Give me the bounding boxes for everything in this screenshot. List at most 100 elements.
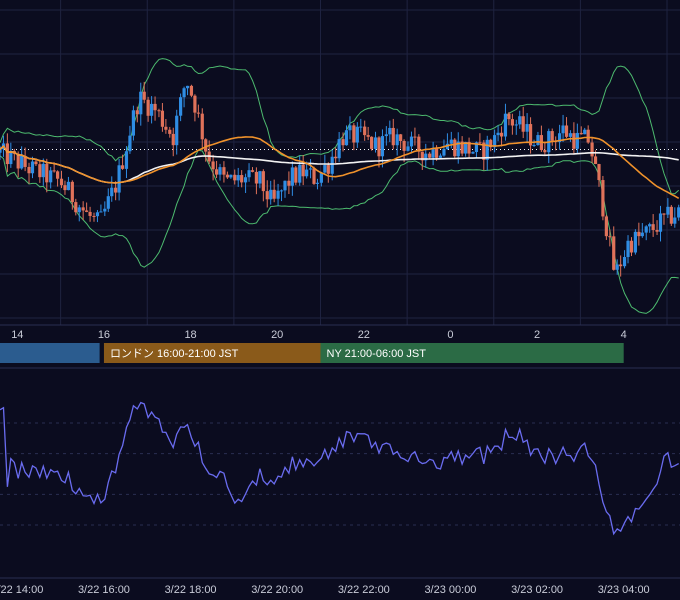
session-bar xyxy=(320,343,624,363)
candle-body xyxy=(499,132,504,137)
candle-body xyxy=(16,153,20,169)
candle-body xyxy=(608,236,612,238)
candle-body xyxy=(464,141,468,154)
candle-body xyxy=(120,165,125,169)
candle-body xyxy=(612,236,616,270)
candle-body xyxy=(27,166,31,174)
candle-body xyxy=(326,165,330,174)
candle-body xyxy=(196,112,200,114)
candle-body xyxy=(110,187,114,197)
candle-body xyxy=(601,180,605,217)
price-axis-tick-label: 18 xyxy=(184,329,196,341)
oscillator-grid xyxy=(0,422,680,526)
candle-body xyxy=(493,135,497,148)
candle-body xyxy=(528,124,533,146)
candle-body xyxy=(655,229,659,232)
candle-body xyxy=(276,190,280,199)
candle-body xyxy=(128,135,132,152)
candle-body xyxy=(355,126,359,143)
candle-body xyxy=(269,189,273,200)
candle-body xyxy=(341,139,345,146)
candle-body xyxy=(590,142,594,157)
candle-body xyxy=(503,113,508,137)
candle-body xyxy=(5,143,9,165)
candle-body xyxy=(561,125,565,134)
candle-body xyxy=(254,171,259,184)
candle-body xyxy=(146,99,150,116)
session-label: NY 21:00-06:00 JST xyxy=(327,348,427,360)
candle-body xyxy=(233,174,237,181)
price-axis-tick-label: 4 xyxy=(621,329,627,341)
candle-body xyxy=(99,211,103,213)
candle-body xyxy=(312,168,316,184)
candle-body xyxy=(211,161,215,170)
candle-body xyxy=(604,216,608,237)
candle-body xyxy=(640,232,644,237)
price-axis-tick-label: 16 xyxy=(98,329,110,341)
candle-body xyxy=(258,171,262,184)
candle-body xyxy=(92,215,96,217)
candle-body xyxy=(453,139,457,157)
trading-sessions: ロンドン 16:00-21:00 JST NY 21:00-06:00 JST xyxy=(0,343,624,363)
candle-body xyxy=(95,212,100,217)
candle-body xyxy=(171,133,175,146)
candle-body xyxy=(287,180,291,186)
candle-body xyxy=(114,187,118,193)
moving-averages xyxy=(0,136,680,199)
candle-body xyxy=(23,155,27,167)
candle-body xyxy=(363,126,367,136)
candle-body xyxy=(348,125,352,131)
candle-body xyxy=(658,213,663,232)
candle-body xyxy=(406,146,410,151)
candle-body xyxy=(305,169,309,177)
candle-body xyxy=(175,115,179,146)
candle-body xyxy=(532,145,536,147)
candle-body xyxy=(20,155,24,169)
price-axis-ticks: 14 16 18 20 22 0 2 4 xyxy=(11,329,627,341)
candle-body xyxy=(550,131,554,141)
candle-body xyxy=(74,202,78,213)
time-axis-tick-label: 3/22 16:00 xyxy=(78,584,130,596)
candle-body xyxy=(564,125,569,137)
candle-body xyxy=(677,207,680,218)
candle-body xyxy=(279,190,284,192)
candle-body xyxy=(204,139,208,152)
candle-body xyxy=(431,148,435,158)
candle-body xyxy=(460,141,464,154)
candle-body xyxy=(568,133,573,137)
candle-body xyxy=(424,153,428,161)
time-axis-tick-label: 3/22 22:00 xyxy=(338,584,390,596)
candle-body xyxy=(489,139,493,148)
candle-body xyxy=(0,149,2,153)
candle-body xyxy=(193,95,197,113)
candle-body xyxy=(157,110,161,112)
candle-body xyxy=(557,133,562,143)
candle-body xyxy=(438,155,443,158)
candle-body xyxy=(370,136,374,149)
candle-body xyxy=(514,124,518,126)
candle-body xyxy=(402,140,406,151)
candle-body xyxy=(525,124,529,132)
candle-body xyxy=(510,119,514,126)
candle-body xyxy=(247,170,251,178)
time-axis-tick-label: 3/22 20:00 xyxy=(251,584,303,596)
candle-body xyxy=(250,170,255,172)
candle-body xyxy=(229,174,233,178)
candle-body xyxy=(669,206,673,224)
candle-body xyxy=(77,207,81,213)
candle-body xyxy=(185,85,190,89)
time-axis-tick-label: 3/22 18:00 xyxy=(165,584,217,596)
candle-body xyxy=(66,181,71,191)
candle-body xyxy=(572,133,576,149)
candle-body xyxy=(149,103,154,116)
candle-body xyxy=(391,127,395,146)
candle-body xyxy=(49,170,53,183)
candle-body xyxy=(474,142,479,153)
candle-body xyxy=(482,142,486,160)
candle-body xyxy=(290,167,294,186)
session-bar xyxy=(0,343,100,363)
candle-body xyxy=(81,207,85,211)
candle-body xyxy=(629,240,634,253)
candle-body xyxy=(189,85,194,96)
